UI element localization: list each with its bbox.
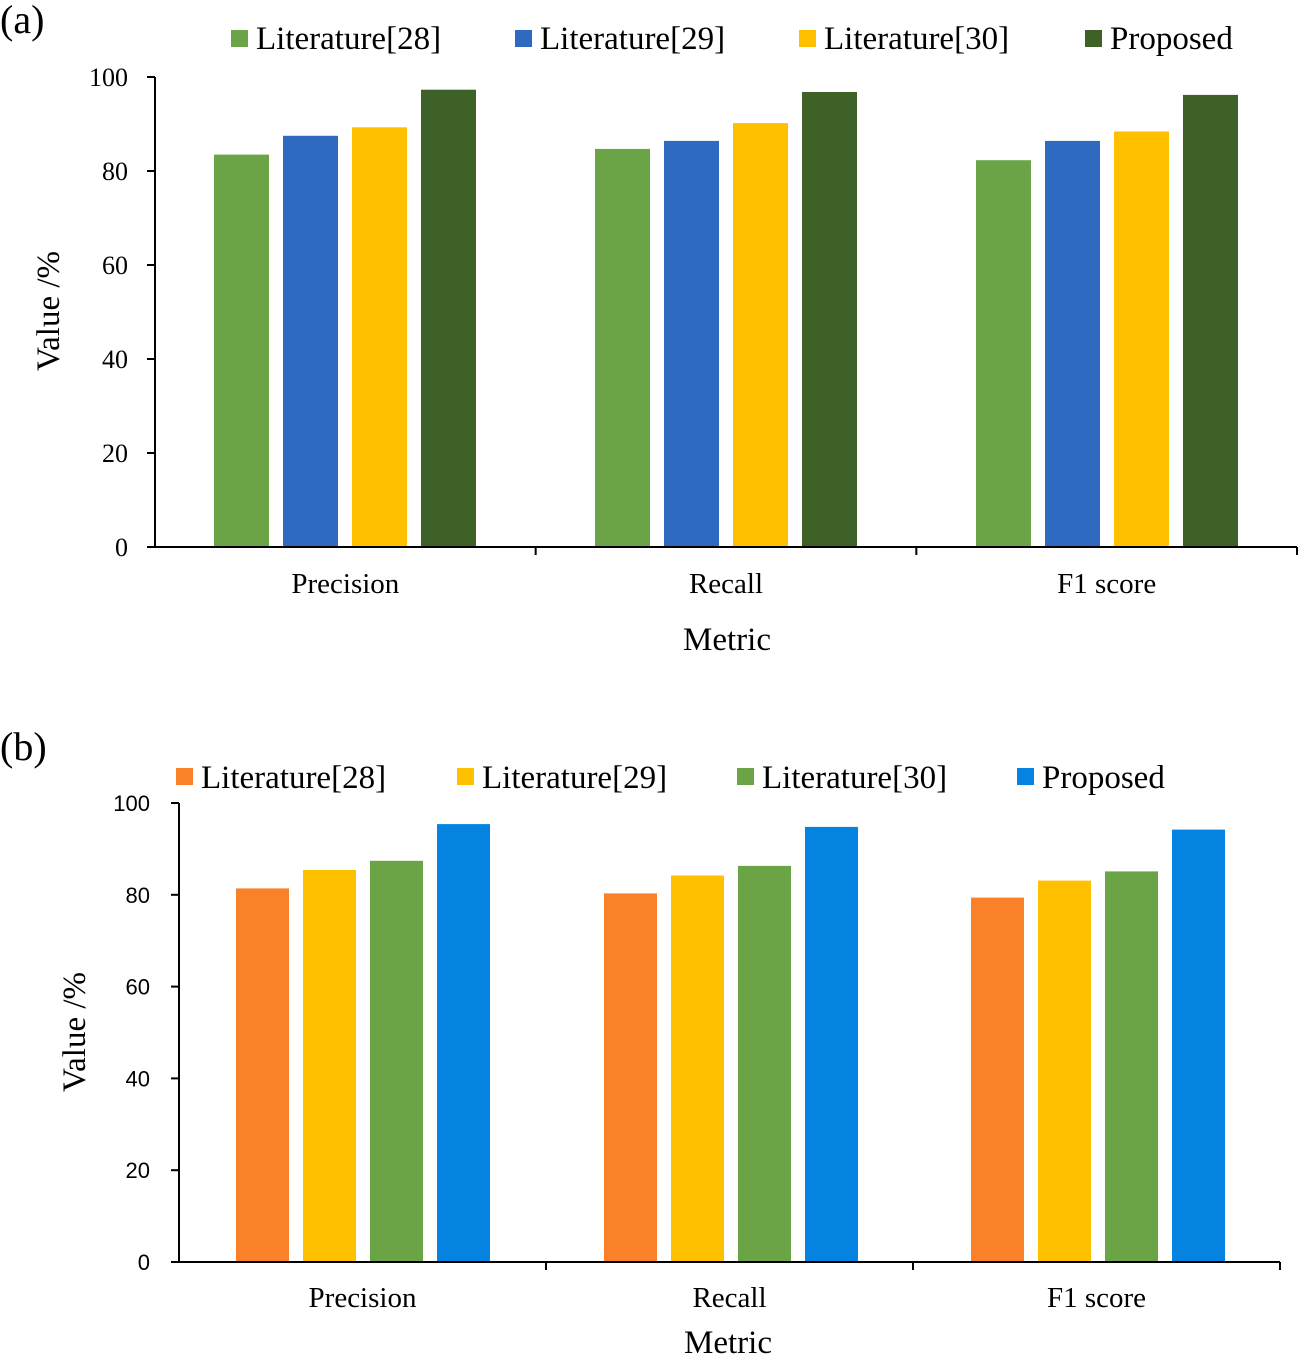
y-tick-label: 40 [126,1066,150,1091]
legend-swatch [799,30,816,47]
x-tick-label: Recall [692,1282,766,1314]
legend-label: Literature[30] [824,21,1009,57]
bar-precision-series-1 [214,154,269,547]
bar-recall-series-1 [604,893,657,1262]
bar-recall-series-4 [802,92,857,547]
y-tick-label: 60 [126,975,150,1000]
bar-precision-series-4 [437,824,490,1262]
x-tick-label: Recall [689,568,763,600]
bar-f1-score-series-4 [1172,829,1225,1262]
x-tick-label: F1 score [1047,1282,1146,1314]
legend-swatch [457,768,474,785]
bar-precision-series-3 [370,860,423,1262]
y-tick-label: 80 [102,157,128,186]
bar-f1-score-series-3 [1114,131,1169,547]
y-tick-label: 100 [113,791,150,816]
legend-swatch [1017,768,1034,785]
chart-b: (b) Literature[28] Literature[29] Litera… [0,724,1281,1355]
bar-recall-series-1 [595,148,650,547]
legend-swatch [515,30,532,47]
y-axis-label: Value /% [31,251,67,371]
legend-label: Literature[28] [201,760,386,796]
y-tick-label: 20 [102,439,128,468]
y-tick-label: 0 [115,533,128,562]
bar-f1-score-series-2 [1045,140,1100,547]
x-axis-label: Metric [683,622,771,658]
tick-labels: 0 20 40 60 80 100 Precision Recall F1 score [113,791,1146,1314]
legend-swatch [231,30,248,47]
bar-precision-series-3 [352,127,407,548]
legend-swatch [176,768,193,785]
legend-label: Literature[29] [540,21,725,57]
bar-precision-series-2 [303,870,356,1262]
y-tick-label: 0 [138,1250,150,1275]
y-tick-label: 40 [102,345,128,374]
axes [147,76,1298,555]
bars [236,824,1225,1262]
legend: Literature[28] Literature[29] Literature… [231,21,1233,57]
bar-precision-series-1 [236,888,289,1262]
legend-label: Proposed [1110,21,1233,57]
bar-recall-series-3 [738,865,791,1262]
bar-precision-series-2 [283,135,338,548]
bar-f1-score-series-4 [1183,94,1238,548]
legend-swatch [737,768,754,785]
legend-label: Literature[30] [762,760,947,796]
bar-f1-score-series-3 [1105,871,1158,1262]
bar-recall-series-3 [733,123,788,547]
bar-f1-score-series-1 [976,160,1031,547]
x-tick-label: Precision [309,1282,417,1314]
bars [214,89,1238,548]
legend-label: Literature[28] [256,21,441,57]
tick-labels: 0 20 40 60 80 100 Precision Recall F1 score [89,63,1156,600]
axes [171,802,1281,1270]
bar-recall-series-4 [805,826,858,1262]
bar-f1-score-series-1 [971,897,1024,1262]
x-axis-label: Metric [684,1325,772,1355]
bar-precision-series-4 [421,89,476,547]
panel-label: (b) [0,724,47,769]
legend: Literature[28] Literature[29] Literature… [176,760,1165,796]
y-tick-label: 20 [126,1158,150,1183]
x-tick-label: F1 score [1057,568,1156,600]
x-tick-label: Precision [291,568,399,600]
bar-recall-series-2 [671,875,724,1262]
y-tick-label: 100 [89,63,128,92]
bar-f1-score-series-2 [1038,880,1091,1262]
legend-label: Proposed [1042,760,1165,796]
y-tick-label: 60 [102,251,128,280]
chart-a: (a) Literature[28] Literature[29] Litera… [0,0,1298,658]
bar-recall-series-2 [664,140,719,547]
panel-label: (a) [0,0,44,42]
y-tick-label: 80 [126,883,150,908]
y-axis-label: Value /% [57,972,93,1092]
legend-swatch [1085,30,1102,47]
legend-label: Literature[29] [482,760,667,796]
